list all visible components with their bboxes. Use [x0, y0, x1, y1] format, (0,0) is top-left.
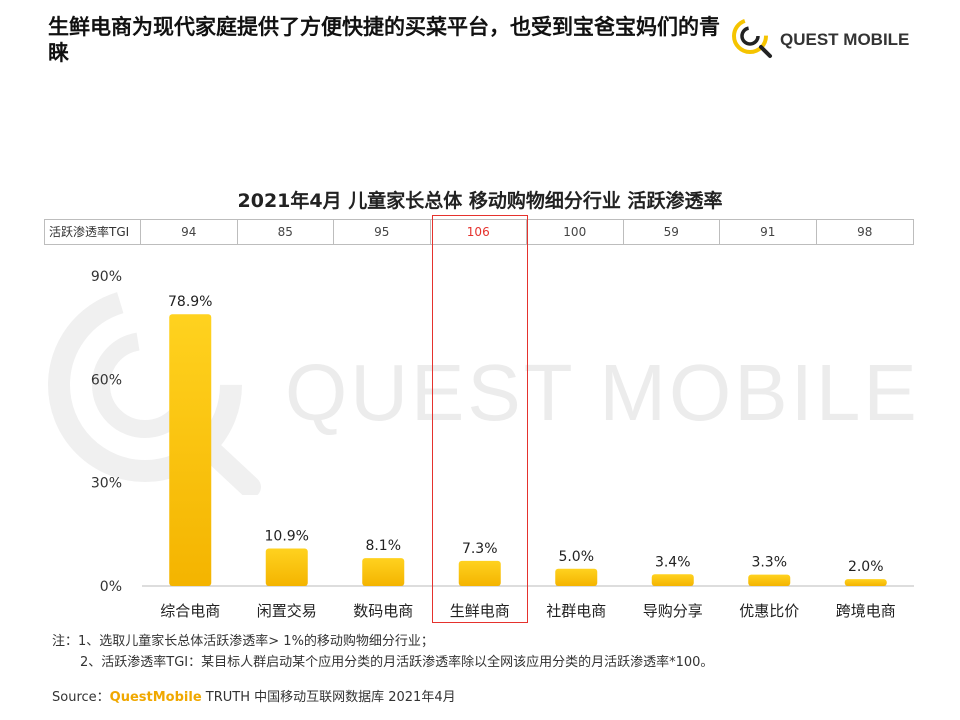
tgi-cells: 94 85 95 106 100 59 91 98 [141, 220, 913, 244]
category-label: 优惠比价 [739, 602, 799, 620]
source-line: Source：QuestMobile TRUTH 中国移动互联网数据库 2021… [52, 686, 456, 705]
y-tick-label: 0% [100, 579, 122, 595]
quest-mobile-logo: QUEST MOBILE [728, 12, 928, 60]
data-label: 10.9% [265, 528, 309, 544]
tgi-cell: 95 [334, 220, 431, 244]
data-label: 5.0% [558, 549, 594, 565]
category-label: 跨境电商 [836, 602, 896, 620]
tgi-cell: 85 [238, 220, 334, 244]
bar [651, 574, 694, 586]
tgi-cell-highlight: 106 [431, 220, 527, 244]
y-tick-label: 60% [91, 372, 122, 388]
tgi-table: 活跃渗透率TGI 94 85 95 106 100 59 91 98 [44, 219, 914, 245]
category-label: 闲置交易 [257, 602, 317, 620]
source-rest: TRUTH 中国移动互联网数据库 2021年4月 [201, 690, 456, 705]
page-headline: 生鲜电商为现代家庭提供了方便快捷的买菜平台，也受到宝爸宝妈们的青睐 [48, 15, 720, 65]
data-label: 7.3% [462, 541, 498, 557]
bar [844, 579, 887, 586]
category-label: 生鲜电商 [450, 602, 510, 620]
footnotes: 注：1、选取儿童家长总体活跃渗透率> 1%的移动购物细分行业； 2、活跃渗透率T… [52, 631, 713, 673]
category-label: 综合电商 [160, 602, 220, 620]
tgi-cell: 94 [141, 220, 238, 244]
chart-title: 2021年4月 儿童家长总体 移动购物细分行业 活跃渗透率 [237, 190, 723, 212]
category-label: 数码电商 [353, 602, 413, 620]
category-label: 导购分享 [643, 602, 703, 620]
data-label: 3.3% [751, 555, 787, 571]
bar [458, 560, 501, 586]
bar [362, 558, 405, 586]
footnote-1: 注：1、选取儿童家长总体活跃渗透率> 1%的移动购物细分行业； [52, 634, 434, 649]
bar [555, 568, 598, 586]
bar [748, 574, 791, 586]
y-tick-label: 30% [91, 476, 122, 492]
source-prefix: Source： [52, 690, 110, 705]
bar [265, 548, 308, 586]
tgi-cell: 98 [857, 225, 873, 239]
data-label: 3.4% [655, 554, 691, 570]
category-label: 社群电商 [546, 602, 606, 620]
logo-wordmark: QUEST MOBILE [780, 30, 910, 49]
bar-chart: 0% 30% 60% 90% 78.9% 综合电商 10.9% 闲置交易 8.1% 数码电商 7.3… [91, 269, 914, 620]
data-label: 2.0% [848, 559, 884, 575]
tgi-label: 活跃渗透率TGI [45, 220, 141, 244]
bar [169, 314, 212, 586]
questmobile-logo-icon [732, 18, 772, 58]
data-label: 8.1% [365, 538, 401, 554]
tgi-cell: 91 [720, 220, 817, 244]
data-label: 78.9% [168, 294, 212, 310]
y-tick-label: 90% [91, 269, 122, 285]
footnote-2: 2、活跃渗透率TGI：某目标人群启动某个应用分类的月活跃渗透率除以全网该应用分类… [80, 655, 714, 670]
source-brand: QuestMobile [109, 690, 202, 705]
tgi-cell: 59 [624, 220, 720, 244]
tgi-cell: 100 [527, 220, 624, 244]
